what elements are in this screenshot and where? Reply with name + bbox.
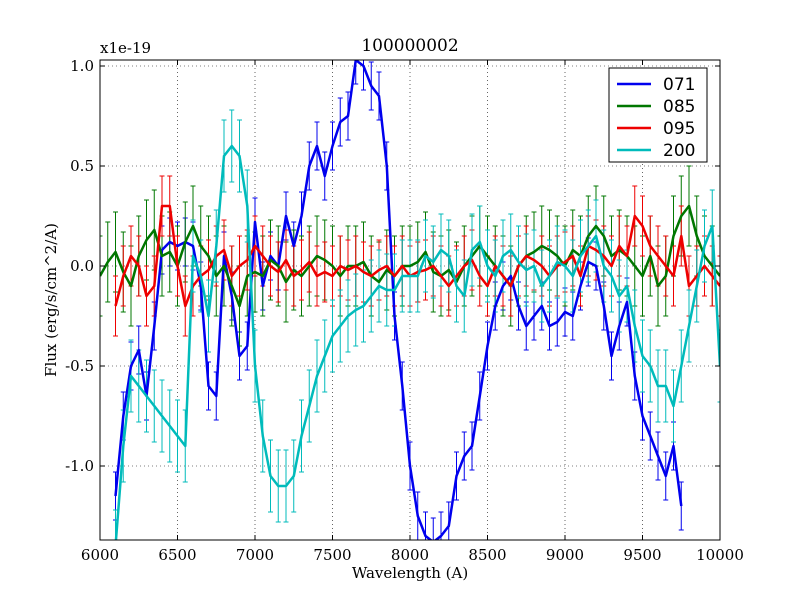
y-offset-text: x1e-19 [100,39,151,57]
series-200-line [114,144,720,540]
x-tick-label: 9000 [546,546,584,564]
x-tick-label: 9500 [623,546,661,564]
legend-label-071: 071 [663,75,695,95]
y-tick-label: 0.0 [70,257,94,275]
x-tick-label: 7500 [313,546,351,564]
axis-ticks: 6000 6500 7000 7500 8000 8500 9000 9500 10000 -1.… [65,57,744,564]
series-lines [100,60,720,540]
y-tick-label: 1.0 [70,57,94,75]
x-tick-label: 8000 [391,546,429,564]
legend-label-095: 095 [663,119,695,139]
y-tick-label: -0.5 [65,357,94,375]
legend-label-200: 200 [663,141,695,161]
x-axis-label: Wavelength (A) [352,564,468,582]
y-axis-label: Flux (erg/s/cm^2/A) [42,223,60,377]
x-tick-label: 7000 [236,546,274,564]
y-tick-label: -1.0 [65,457,94,475]
y-tick-label: 0.5 [70,157,94,175]
x-tick-label: 6000 [81,546,119,564]
x-tick-label: 8500 [468,546,506,564]
chart-title: 100000002 [361,36,458,56]
x-tick-label: 10000 [696,546,744,564]
legend-label-085: 085 [663,97,695,117]
x-tick-label: 6500 [158,546,196,564]
series-071-line [114,60,683,540]
